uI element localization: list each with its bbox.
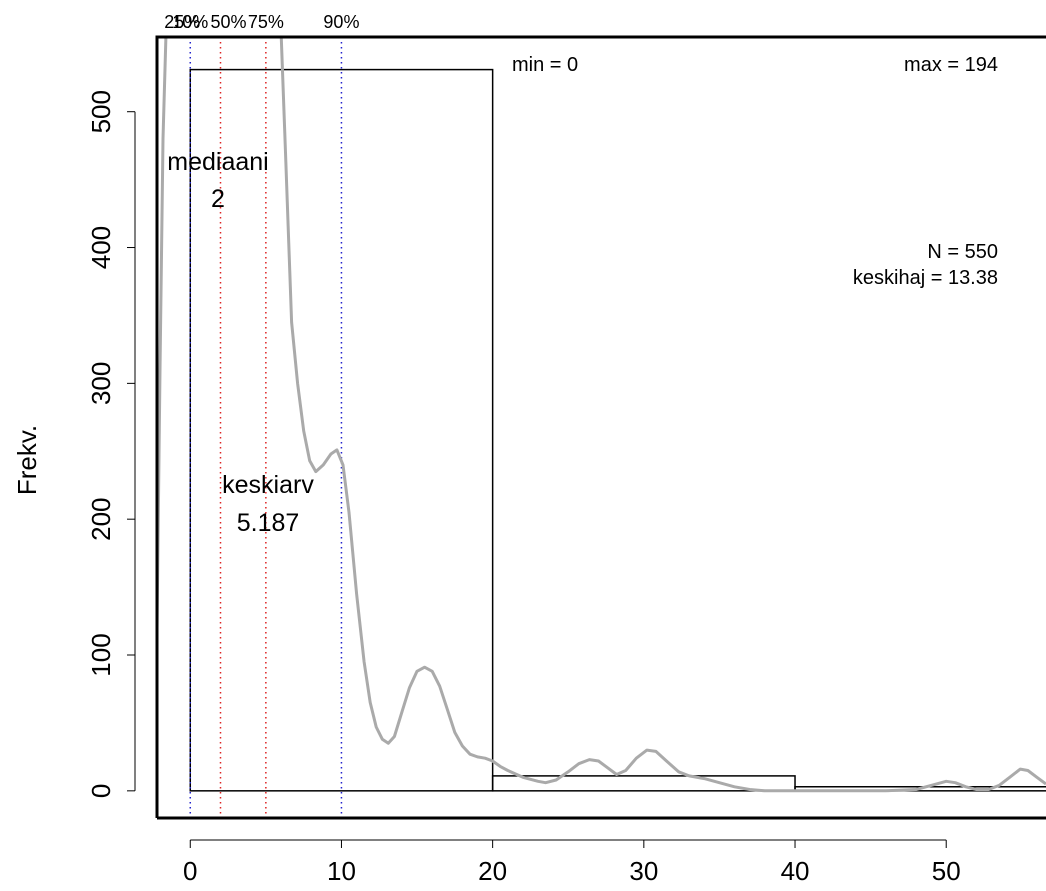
median-label: mediaani	[167, 148, 268, 176]
quantile-labels: 10%25% 50% 75% 90%	[164, 12, 359, 32]
x-tick-label-50: 50	[932, 856, 961, 886]
min-text: min = 0	[512, 54, 578, 76]
y-tick-label-500: 500	[86, 90, 116, 133]
quantile-label-50pct: 50%	[210, 12, 246, 32]
quantile-lines	[189, 37, 343, 818]
y-tick-label-200: 200	[86, 497, 116, 540]
x-tick-label-20: 20	[478, 856, 507, 886]
n-text: N = 550	[927, 241, 998, 263]
y-tick-label-0: 0	[86, 784, 116, 798]
y-tick-label-100: 100	[86, 633, 116, 676]
y-tick-label-300: 300	[86, 362, 116, 405]
density-curve-layer	[157, 37, 1046, 793]
mean-label: keskiarv	[222, 471, 314, 499]
histogram-bar-2	[491, 775, 796, 792]
x-tick-label-0: 0	[183, 856, 197, 886]
quantile-label-10pct: 10%	[172, 12, 208, 32]
x-tick-label-30: 30	[629, 856, 658, 886]
histogram-bar-3	[794, 786, 1046, 792]
y-axis-label: Frekv.	[12, 425, 42, 495]
quantile-label-90pct: 90%	[323, 12, 359, 32]
mean-value: 5.187	[237, 509, 300, 537]
sd-text: keskihaj = 13.38	[853, 267, 998, 289]
median-value: 2	[211, 185, 225, 213]
density-curve	[157, 37, 1046, 793]
quantile-label-75pct: 75%	[248, 12, 284, 32]
histogram-bars	[189, 68, 1046, 792]
y-tick-label-400: 400	[86, 226, 116, 269]
plot-frame	[155, 35, 1046, 818]
x-tick-label-40: 40	[781, 856, 810, 886]
max-text: max = 194	[904, 54, 998, 76]
quantile-label-25pct: 25%	[164, 12, 200, 32]
histogram-bar-1	[189, 68, 494, 792]
x-tick-label-10: 10	[327, 856, 356, 886]
